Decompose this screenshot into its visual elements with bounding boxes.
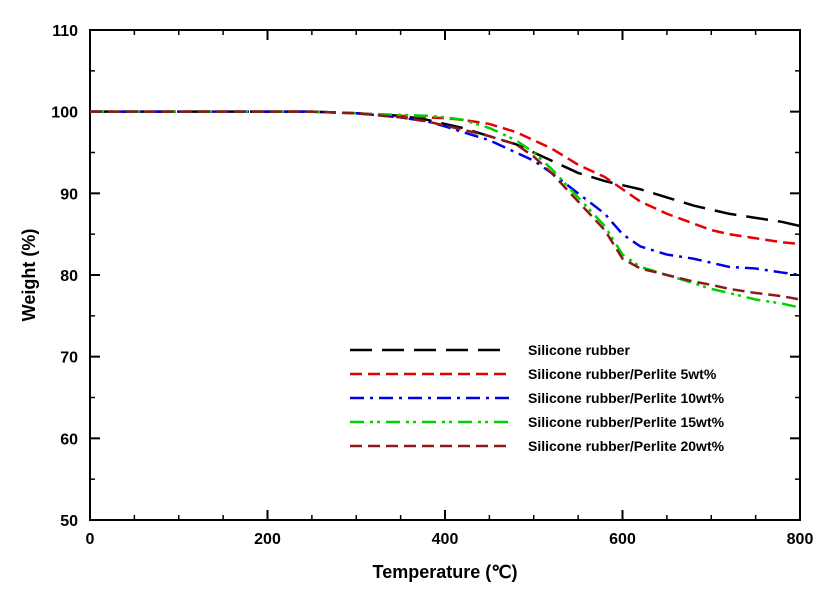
legend-label: Silicone rubber/Perlite 20wt% <box>528 438 725 454</box>
y-tick-label: 70 <box>60 350 78 367</box>
y-tick-label: 110 <box>52 23 78 40</box>
chart-svg: 0 200 400 600 800 50 60 70 80 90 100 110 Temperature… <box>0 0 833 613</box>
y-tick-label: 90 <box>60 186 78 203</box>
x-axis-label: Temperature (℃) <box>373 562 518 582</box>
legend-label: Silicone rubber/Perlite 5wt% <box>528 366 717 382</box>
y-tick-label: 60 <box>60 431 78 448</box>
x-tick-label: 600 <box>609 531 636 548</box>
legend-label: Silicone rubber/Perlite 10wt% <box>528 390 725 406</box>
x-tick-label: 400 <box>432 531 459 548</box>
x-tick-label: 800 <box>787 531 814 548</box>
tga-chart: 0 200 400 600 800 50 60 70 80 90 100 110 Temperature… <box>0 0 833 613</box>
y-tick-label: 80 <box>60 268 78 285</box>
x-tick-label: 200 <box>254 531 281 548</box>
legend-label: Silicone rubber/Perlite 15wt% <box>528 414 725 430</box>
x-tick-label: 0 <box>86 531 95 548</box>
legend-label: Silicone rubber <box>528 342 630 358</box>
y-tick-label: 50 <box>60 513 78 530</box>
y-tick-label: 100 <box>51 105 78 122</box>
y-axis-label: Weight (%) <box>19 229 39 322</box>
